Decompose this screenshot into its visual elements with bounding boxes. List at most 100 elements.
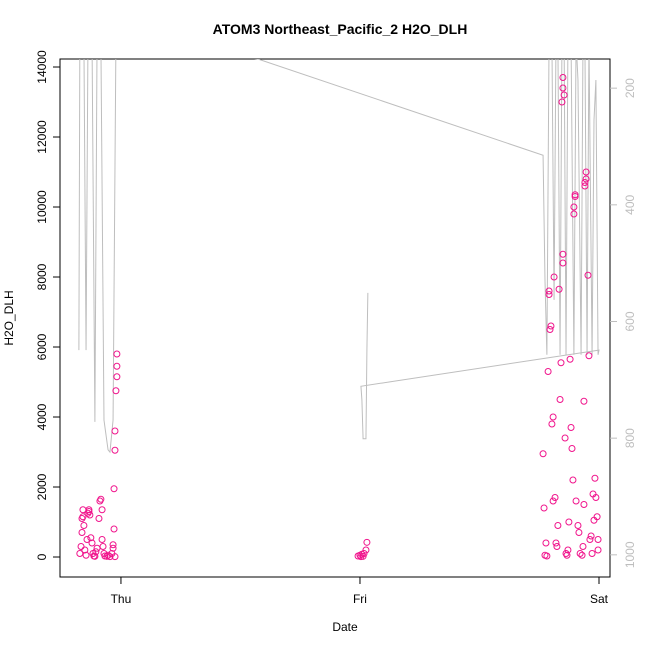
- point: [80, 522, 88, 530]
- point: [558, 98, 566, 106]
- y-tick-label: 14000: [35, 50, 49, 84]
- point: [554, 522, 562, 530]
- point: [560, 91, 568, 99]
- plot-area: [76, 59, 602, 561]
- point: [568, 445, 576, 453]
- point: [113, 350, 121, 358]
- point: [545, 291, 553, 299]
- point: [559, 259, 567, 267]
- point: [85, 506, 93, 514]
- point: [99, 543, 107, 551]
- point: [586, 536, 594, 544]
- point: [570, 203, 578, 211]
- y2-tick-label: 1000: [623, 541, 637, 568]
- point: [561, 434, 569, 442]
- point: [559, 74, 567, 82]
- y-tick-label: 10000: [35, 190, 49, 224]
- point: [87, 534, 95, 542]
- point: [581, 179, 589, 187]
- point: [542, 539, 550, 547]
- point: [539, 450, 547, 458]
- point: [92, 548, 100, 556]
- point: [555, 285, 563, 293]
- point: [111, 427, 119, 435]
- point: [104, 551, 112, 559]
- point: [584, 271, 592, 279]
- point: [569, 476, 577, 484]
- point: [109, 544, 117, 552]
- point: [582, 175, 590, 183]
- line-series: [78, 59, 600, 454]
- point: [565, 518, 573, 526]
- point: [576, 550, 584, 558]
- point: [578, 551, 586, 559]
- point: [111, 446, 119, 454]
- point: [564, 546, 572, 554]
- point: [594, 536, 602, 544]
- point: [594, 546, 602, 554]
- point: [557, 359, 565, 367]
- point: [551, 494, 559, 502]
- x-tick-label: Fri: [353, 592, 367, 606]
- chart-title: ATOM3 Northeast_Pacific_2 H2O_DLH: [213, 21, 468, 37]
- point: [587, 532, 595, 540]
- plot-box: [59, 58, 611, 578]
- point: [547, 322, 555, 330]
- point: [93, 544, 101, 552]
- point: [83, 536, 91, 544]
- point: [113, 362, 121, 370]
- point: [552, 539, 560, 547]
- point: [571, 191, 579, 199]
- point: [110, 525, 118, 533]
- x-tick-label: Thu: [111, 592, 132, 606]
- point: [78, 529, 86, 537]
- y-tick-label: 12000: [35, 120, 49, 154]
- point: [79, 513, 87, 521]
- point: [543, 552, 551, 560]
- point: [548, 420, 556, 428]
- y-tick-label: 8000: [35, 263, 49, 290]
- point: [580, 397, 588, 405]
- point: [593, 513, 601, 521]
- y-tick-label: 6000: [35, 333, 49, 360]
- point: [574, 522, 582, 530]
- point: [553, 543, 561, 551]
- point: [567, 424, 575, 432]
- point: [76, 550, 84, 558]
- point: [545, 287, 553, 295]
- point: [111, 553, 119, 561]
- y2-tick-label: 200: [623, 78, 637, 98]
- point: [360, 550, 368, 558]
- point: [86, 511, 94, 519]
- point: [362, 546, 370, 554]
- point: [575, 529, 583, 537]
- point: [570, 210, 578, 218]
- point: [81, 546, 89, 554]
- point: [88, 539, 96, 547]
- point: [572, 497, 580, 505]
- x-axis-label: Date: [332, 620, 358, 634]
- y2-tick-label: 800: [623, 428, 637, 448]
- point: [112, 387, 120, 395]
- point: [98, 536, 106, 544]
- point: [82, 551, 90, 559]
- y2-tick-label: 400: [623, 195, 637, 215]
- point: [580, 501, 588, 509]
- point: [550, 273, 558, 281]
- y-tick-label: 2000: [35, 473, 49, 500]
- point: [549, 413, 557, 421]
- point: [566, 355, 574, 363]
- point: [540, 504, 548, 512]
- point: [582, 168, 590, 176]
- point: [544, 368, 552, 376]
- point: [95, 515, 103, 523]
- point: [97, 495, 105, 503]
- x-tick-label: Sat: [590, 592, 609, 606]
- point: [363, 538, 371, 546]
- y-tick-label: 4000: [35, 403, 49, 430]
- y2-tick-label: 600: [623, 311, 637, 331]
- point: [579, 543, 587, 551]
- point: [559, 84, 567, 92]
- point: [91, 552, 99, 560]
